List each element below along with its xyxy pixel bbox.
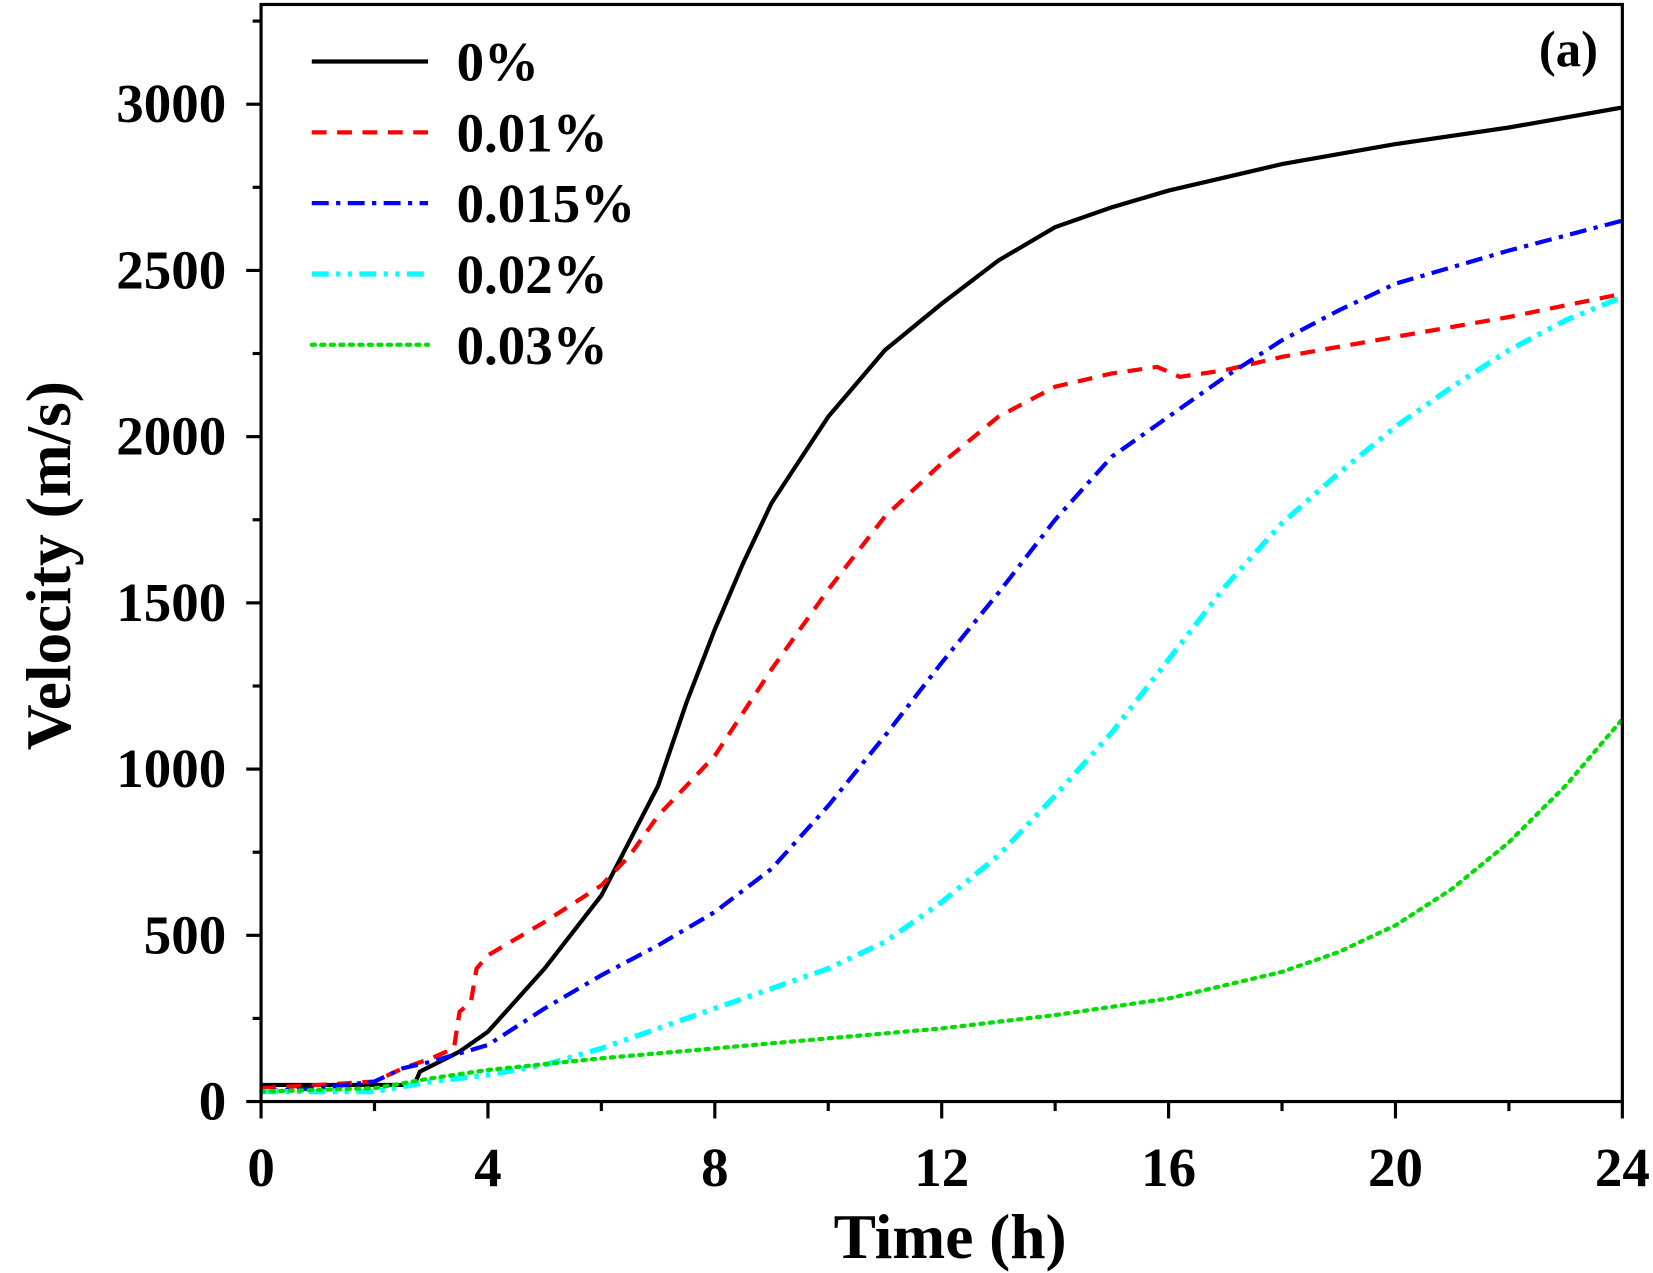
series-line-0: [261, 105, 1623, 1088]
y-tick-label: 1500: [116, 572, 226, 633]
y-tick-label: 3000: [116, 73, 226, 134]
y-tick-label: 2000: [116, 406, 226, 467]
x-tick-label: 24: [1595, 1137, 1650, 1198]
panel-annotation: (a): [1539, 21, 1598, 77]
x-tick-label: 16: [1141, 1137, 1196, 1198]
x-tick-label: 12: [914, 1137, 969, 1198]
x-tick-label: 0: [247, 1137, 274, 1198]
series-line-2: [260, 218, 1623, 1094]
legend-label-0: 0%: [457, 32, 539, 93]
y-tick-label: 0: [199, 1071, 226, 1132]
series-line-4: [258, 717, 1625, 1094]
legend-label-2: 0.015%: [457, 173, 636, 234]
y-axis-label: Velocity (m/s): [13, 381, 84, 750]
series-line-3: [261, 294, 1624, 1095]
y-tick-label: 500: [144, 904, 226, 965]
x-tick-label: 8: [701, 1137, 728, 1198]
plot-frame: [259, 2, 1624, 1104]
ticks-layer: 0 4 8 12 16 20 24 0 500 1000 1500 2000 2500 3000: [116, 19, 1650, 1198]
legend: 0% 0.01% 0.015% 0.02% 0.03%: [309, 32, 636, 376]
x-tick-label: 20: [1368, 1137, 1423, 1198]
legend-label-3: 0.02%: [457, 244, 608, 305]
x-axis-label: Time (h): [834, 1201, 1067, 1272]
y-tick-label: 2500: [116, 239, 226, 300]
y-tick-label: 1000: [116, 738, 226, 799]
legend-label-4: 0.03%: [457, 315, 608, 376]
legend-label-1: 0.01%: [457, 102, 608, 163]
series-layer: [258, 105, 1625, 1095]
x-tick-label: 4: [474, 1137, 501, 1198]
series-line-1: [260, 291, 1623, 1091]
